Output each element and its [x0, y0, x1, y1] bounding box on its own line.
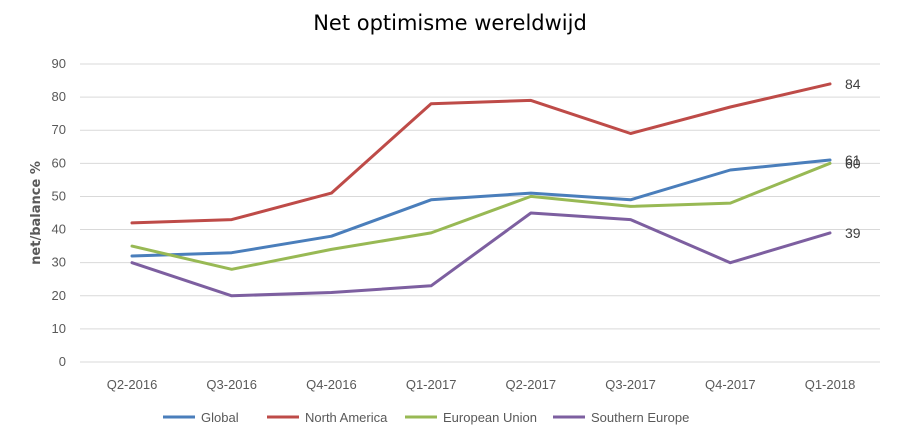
series-lines	[130, 82, 832, 298]
y-axis-label: net/balance %	[29, 161, 44, 265]
legend-item-european-union: European Union	[405, 410, 537, 425]
y-tick-label: 90	[52, 56, 66, 71]
legend-item-global: Global	[163, 410, 239, 425]
x-tick-label: Q4-2016	[306, 377, 357, 392]
x-tick-label: Q3-2016	[206, 377, 257, 392]
end-labels: 61 84 60 39	[845, 76, 861, 241]
x-tick-label: Q4-2017	[705, 377, 756, 392]
legend: Global North America European Union Souther…	[163, 410, 689, 425]
x-tick-label: Q1-2018	[805, 377, 856, 392]
y-tick-label: 50	[52, 188, 66, 203]
legend-item-southern-europe: Southern Europe	[553, 410, 689, 425]
series-line-global	[130, 158, 832, 258]
y-tick-label: 20	[52, 288, 66, 303]
legend-label: European Union	[443, 410, 537, 425]
y-tick-label: 40	[52, 222, 66, 237]
y-tick-labels: 0 10 20 30 40 50 60 70 80 90	[52, 56, 66, 369]
y-tick-label: 80	[52, 89, 66, 104]
x-tick-label: Q2-2017	[506, 377, 557, 392]
chart-title: Net optimisme wereldwijd	[313, 11, 587, 35]
end-label-north-america: 84	[845, 76, 861, 92]
end-label-southern-europe: 39	[845, 225, 861, 241]
legend-label: Global	[201, 410, 239, 425]
y-tick-label: 10	[52, 321, 66, 336]
grid-lines	[80, 63, 880, 363]
x-tick-label: Q2-2016	[107, 377, 158, 392]
x-tick-labels: Q2-2016 Q3-2016 Q4-2016 Q1-2017 Q2-2017 Q3-20…	[107, 377, 856, 392]
end-label-global: 61	[845, 152, 861, 168]
series-line-southern-europe	[130, 211, 832, 298]
y-tick-label: 60	[52, 155, 66, 170]
legend-label: Southern Europe	[591, 410, 689, 425]
x-tick-label: Q1-2017	[406, 377, 457, 392]
series-line-european-union	[130, 161, 832, 271]
legend-item-north-america: North America	[267, 410, 388, 425]
series-line-north-america	[130, 82, 832, 225]
y-tick-label: 0	[59, 354, 66, 369]
x-tick-label: Q3-2017	[605, 377, 656, 392]
legend-label: North America	[305, 410, 388, 425]
y-tick-label: 70	[52, 122, 66, 137]
y-tick-label: 30	[52, 255, 66, 270]
end-label-european-union: 60	[845, 155, 861, 171]
